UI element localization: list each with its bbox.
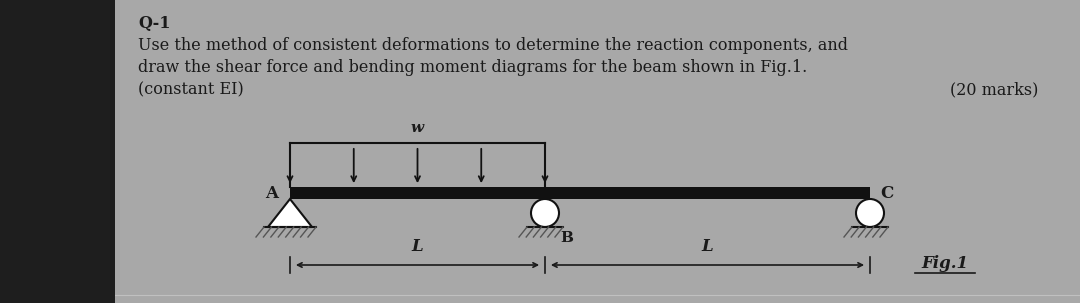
Bar <box>0 0 114 303</box>
Text: Use the method of consistent deformations to determine the reaction components, : Use the method of consistent deformation… <box>138 37 848 54</box>
Text: B: B <box>561 231 573 245</box>
Text: w: w <box>410 121 424 135</box>
Text: L: L <box>411 238 423 255</box>
Bar <box>291 187 870 199</box>
Text: Fig.1: Fig.1 <box>921 255 969 271</box>
Text: (constant EI): (constant EI) <box>138 81 244 98</box>
Text: (20 marks): (20 marks) <box>950 81 1038 98</box>
Text: Q-1: Q-1 <box>138 15 171 32</box>
Text: C: C <box>880 185 893 201</box>
Circle shape <box>531 199 559 227</box>
Text: draw the shear force and bending moment diagrams for the beam shown in Fig.1.: draw the shear force and bending moment … <box>138 59 807 76</box>
Text: L: L <box>702 238 714 255</box>
Polygon shape <box>268 199 312 227</box>
Text: A: A <box>265 185 278 201</box>
Circle shape <box>856 199 885 227</box>
